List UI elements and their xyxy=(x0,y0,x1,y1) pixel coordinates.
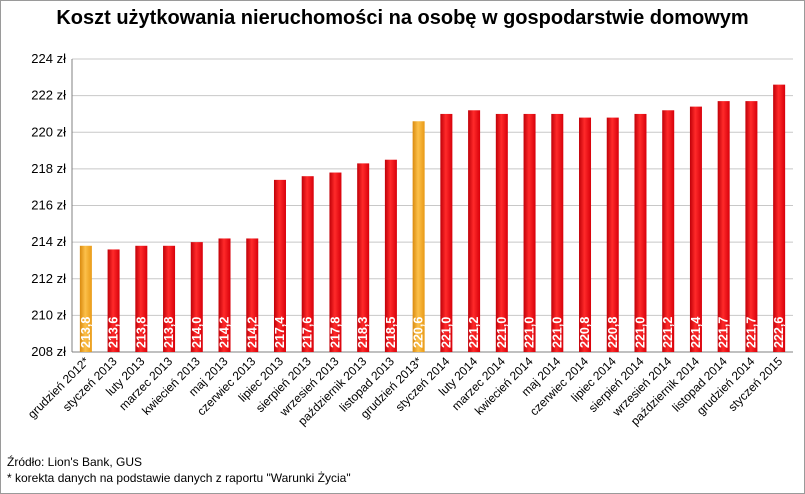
data-label: 220,8 xyxy=(578,317,592,348)
data-label: 218,5 xyxy=(384,317,398,348)
data-label: 221,0 xyxy=(495,317,509,348)
bar xyxy=(107,249,120,352)
data-label: 220,6 xyxy=(412,317,426,348)
bar xyxy=(79,245,92,352)
data-label: 217,8 xyxy=(328,317,342,348)
data-label: 221,0 xyxy=(633,317,647,348)
bar xyxy=(329,172,342,352)
source-note: Źródło: Lion's Bank, GUS xyxy=(7,455,143,469)
bar xyxy=(634,113,647,352)
data-label: 221,0 xyxy=(439,317,453,348)
bar xyxy=(135,245,148,352)
data-label: 221,7 xyxy=(744,317,758,348)
bar xyxy=(412,121,425,352)
bar xyxy=(440,113,453,352)
data-label: 221,2 xyxy=(467,317,481,348)
y-tick-label: 224 zł xyxy=(31,51,66,66)
bar xyxy=(717,101,730,353)
bar xyxy=(745,101,758,353)
bar xyxy=(246,238,259,352)
data-label: 221,4 xyxy=(689,317,703,348)
y-tick-label: 218 zł xyxy=(31,161,66,176)
bar xyxy=(773,84,786,352)
data-label: 221,2 xyxy=(661,317,675,348)
data-label: 222,6 xyxy=(772,317,786,348)
y-tick-label: 210 zł xyxy=(31,307,66,322)
data-label: 220,8 xyxy=(606,317,620,348)
bar xyxy=(523,113,536,352)
bar xyxy=(662,110,675,353)
bar xyxy=(495,113,508,352)
bar xyxy=(551,113,564,352)
data-label: 214,2 xyxy=(218,317,232,348)
data-label: 217,4 xyxy=(273,317,287,348)
bar xyxy=(163,245,176,352)
bar xyxy=(218,238,231,352)
data-label: 221,7 xyxy=(717,317,731,348)
y-tick-label: 222 zł xyxy=(31,88,66,103)
data-label: 213,6 xyxy=(107,317,121,348)
bar xyxy=(301,176,314,352)
bar xyxy=(579,117,592,352)
data-label: 218,3 xyxy=(356,317,370,348)
bar xyxy=(273,179,286,352)
bar xyxy=(606,117,619,352)
data-label: 217,6 xyxy=(301,317,315,348)
y-tick-label: 216 zł xyxy=(31,198,66,213)
bar xyxy=(357,163,370,352)
bar xyxy=(468,110,481,353)
y-tick-label: 212 zł xyxy=(31,271,66,286)
data-label: 221,0 xyxy=(523,317,537,348)
bar xyxy=(190,242,203,352)
bar xyxy=(689,106,702,352)
data-label: 213,8 xyxy=(162,317,176,348)
bar xyxy=(384,159,397,352)
data-label: 213,8 xyxy=(134,317,148,348)
y-tick-label: 220 zł xyxy=(31,124,66,139)
y-tick-label: 214 zł xyxy=(31,234,66,249)
data-label: 214,0 xyxy=(190,317,204,348)
chart-title: Koszt użytkowania nieruchomości na osobę… xyxy=(56,7,749,29)
data-label: 221,0 xyxy=(550,317,564,348)
correction-note: * korekta danych na podstawie danych z r… xyxy=(7,471,351,485)
data-label: 213,8 xyxy=(79,317,93,348)
y-tick-label: 208 zł xyxy=(31,344,66,359)
data-label: 214,2 xyxy=(245,317,259,348)
